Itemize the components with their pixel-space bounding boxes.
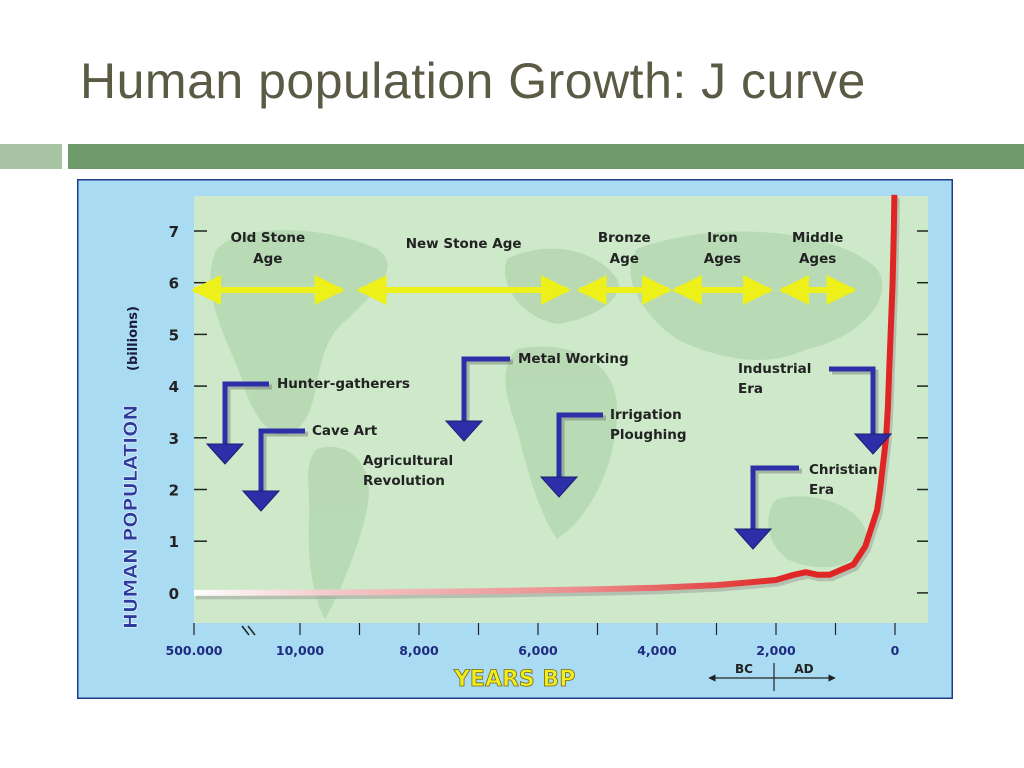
annotation-label: Christian [809, 462, 878, 478]
y-tick-label: 3 [169, 430, 179, 448]
y-tick-label: 6 [169, 275, 179, 293]
annotation-callout: Agricultural Revolution [363, 453, 453, 489]
y-axis-label-group: HUMAN POPULATION (billions) [120, 306, 143, 629]
callout-arrow-head [539, 476, 579, 498]
annotation-label: Cave Art [312, 423, 378, 439]
callout-arrow-head [853, 433, 893, 455]
x-tick-label: 500.000 [166, 643, 223, 658]
annotation-callout: Irrigation Ploughing [539, 407, 687, 498]
callout-arrow-shadow [832, 369, 879, 439]
era-markers: BC AD [708, 662, 836, 691]
slide-title: Human population Growth: J curve [80, 53, 866, 109]
axis-break-mark [241, 625, 250, 636]
y-tick-label: 4 [169, 378, 179, 396]
population-chart: 0 1 2 3 4 5 6 7 500.000 10,000 8,000 6,000 4,000 2,00… [75, 177, 955, 701]
y-tick-label: 1 [169, 533, 179, 551]
period-label-line2: Ages [704, 251, 741, 267]
x-tick-label: 4,000 [637, 643, 677, 658]
callout-arrow-shaft [556, 412, 603, 479]
y-axis-unit-label: (billions) [126, 306, 141, 371]
ad-label: AD [794, 662, 813, 676]
x-tick-label: 6,000 [518, 643, 558, 658]
callout-arrow-shadow [261, 431, 308, 496]
y-axis-label: HUMAN POPULATION [120, 405, 142, 629]
population-chart-figure: 0 1 2 3 4 5 6 7 500.000 10,000 8,000 6,000 4,000 2,00… [75, 177, 955, 701]
annotation-label: Agricultural [363, 453, 453, 469]
period-label-line2: Age [610, 251, 639, 267]
callout-arrow-shaft [222, 381, 269, 446]
annotation-label: Industrial [738, 361, 811, 377]
x-tick-label: 8,000 [399, 643, 439, 658]
bc-label: BC [735, 662, 753, 676]
x-tick-label: 2,000 [756, 643, 796, 658]
annotation-label-line2: Revolution [363, 473, 445, 489]
annotation-callout: Hunter-gatherers [205, 376, 410, 465]
annotation-label-line2: Era [809, 482, 834, 498]
callout-arrow-shadow [559, 415, 606, 482]
callout-arrow-shaft [258, 428, 305, 493]
annotation-label: Hunter-gatherers [277, 376, 410, 392]
y-tick-label: 0 [169, 585, 179, 603]
population-curve [193, 194, 898, 596]
accent-bar-right [68, 144, 1024, 169]
x-tick-label: 0 [891, 643, 900, 658]
annotation-label-line2: Era [738, 381, 763, 397]
x-tick-label: 10,000 [276, 643, 325, 658]
callout-arrow-shaft [829, 366, 876, 436]
callout-arrow-head [241, 490, 281, 512]
annotation-callout: Cave Art [241, 423, 378, 512]
callout-arrow-head [444, 420, 484, 442]
period-label: Bronze [598, 230, 651, 246]
annotation-callout: Industrial Era [738, 361, 893, 455]
annotation-label: Metal Working [518, 351, 629, 367]
period-label: Iron [707, 230, 738, 246]
y-tick-label: 2 [169, 482, 179, 500]
axis-break-mark [247, 625, 256, 636]
callout-arrow-shadow [464, 359, 513, 426]
annotation-callout: Christian Era [733, 462, 878, 550]
y-tick-label: 7 [169, 223, 179, 241]
period-label: Old Stone [230, 230, 305, 246]
callout-arrow-head [205, 443, 245, 465]
period-label: Middle [792, 230, 843, 246]
annotation-label-line2: Ploughing [610, 427, 687, 443]
callout-arrow-head [733, 528, 773, 550]
callout-arrow-shadow [753, 468, 802, 534]
x-axis-label: YEARS BP [453, 667, 575, 692]
period-label-line2: Age [253, 251, 282, 267]
annotation-label: Irrigation [610, 407, 682, 423]
y-tick-label: 5 [169, 326, 179, 344]
accent-bar-left [0, 144, 62, 169]
annotation-callout: Metal Working [444, 351, 629, 442]
callout-arrow-shadow [225, 384, 272, 449]
period-label: New Stone Age [406, 236, 522, 252]
period-label-line2: Ages [799, 251, 836, 267]
callout-arrow-shaft [750, 465, 799, 531]
callout-arrow-shaft [461, 356, 510, 423]
